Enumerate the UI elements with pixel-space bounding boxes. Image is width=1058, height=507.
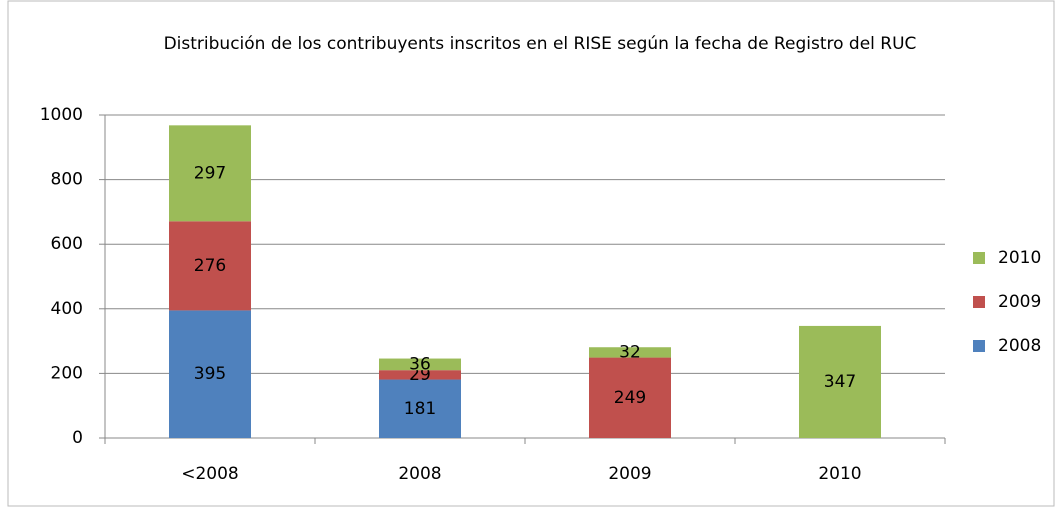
- data-label: 276: [194, 256, 226, 276]
- chart-title: Distribución de los contribuyents inscri…: [163, 34, 917, 54]
- legend-swatch: [973, 340, 985, 352]
- bar-segment: [379, 358, 461, 371]
- legend-label: 2008: [998, 336, 1041, 356]
- bar-segment: [379, 370, 461, 380]
- y-tick-label: 1000: [40, 105, 83, 125]
- x-tick-label: 2008: [398, 464, 441, 484]
- bar-segment: [169, 310, 251, 438]
- data-label: 32: [619, 342, 641, 362]
- bar-segment: [169, 125, 251, 222]
- x-tick-label: 2009: [608, 464, 651, 484]
- legend-swatch: [973, 296, 985, 308]
- bar-segment: [169, 221, 251, 311]
- y-tick-label: 400: [51, 299, 83, 319]
- x-tick-label: 2010: [818, 464, 861, 484]
- bar-segment: [589, 357, 671, 438]
- chart-border: [7, 0, 1055, 507]
- bar-segment: [379, 379, 461, 438]
- legend-swatch: [973, 252, 985, 264]
- y-tick-label: 800: [51, 170, 83, 190]
- data-label: 36: [409, 354, 431, 374]
- x-tick-label: <2008: [181, 464, 239, 484]
- y-tick-label: 600: [51, 234, 83, 254]
- data-label: 249: [614, 388, 646, 408]
- y-tick-label: 0: [72, 428, 83, 448]
- data-label: 395: [194, 364, 226, 384]
- data-label: 297: [194, 163, 226, 183]
- legend-label: 2009: [998, 292, 1041, 312]
- bar-segment: [799, 325, 881, 438]
- data-label: 347: [824, 372, 856, 392]
- y-tick-label: 200: [51, 363, 83, 383]
- data-label: 181: [404, 399, 436, 419]
- bar-segment: [589, 347, 671, 358]
- legend-label: 2010: [998, 248, 1041, 268]
